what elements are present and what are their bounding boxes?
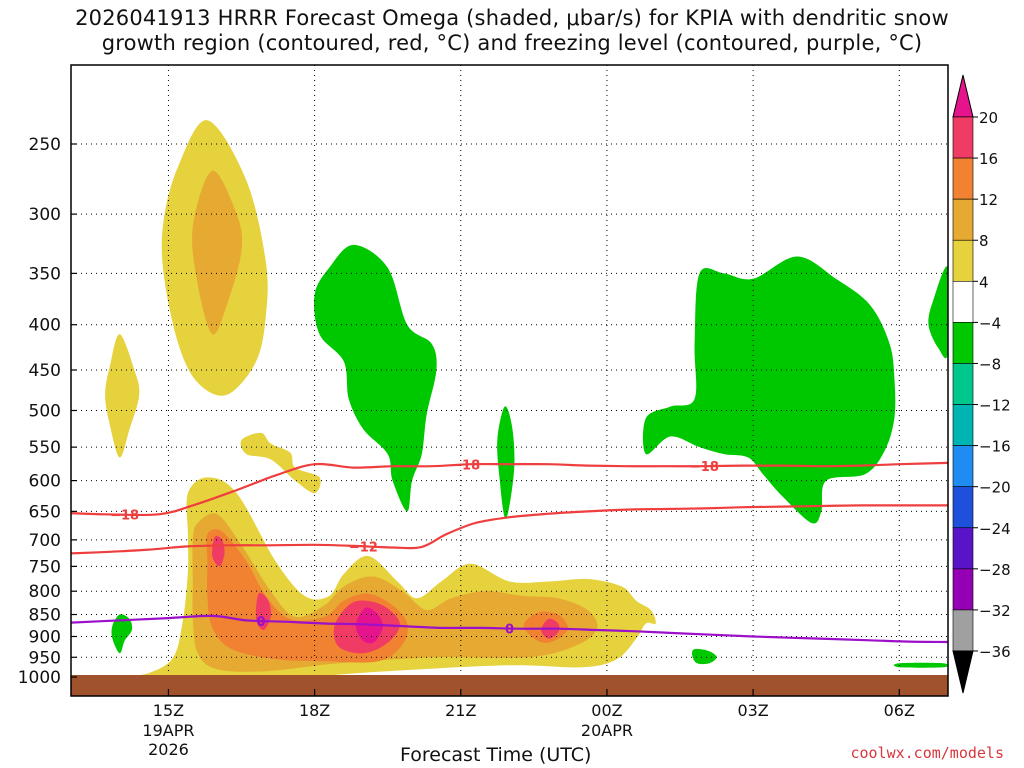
chart-title-line-1: 2026041913 HRRR Forecast Omega (shaded, … — [75, 6, 949, 30]
gridlines — [71, 65, 948, 696]
x-tick-label-15Z: 15Z — [153, 701, 184, 720]
colorbar-label-13: −36 — [979, 643, 1011, 661]
x-tick-label-03Z: 03Z — [737, 701, 768, 720]
colorbar-label-7: −12 — [979, 397, 1011, 415]
colorbar-label-1: 16 — [979, 150, 998, 168]
colorbar-band-2 — [952, 198, 974, 241]
contour-label--18-2: −18 — [690, 460, 719, 475]
colorbar-label-6: −8 — [979, 355, 1001, 373]
colorbar-top-arrow — [952, 74, 974, 118]
colorbar-band-11 — [952, 568, 974, 611]
contour-label-0-1: 0 — [505, 623, 514, 638]
omega-region--4-13 — [314, 244, 437, 512]
x-tick-sublabel-15Z-0: 19APR — [142, 721, 194, 740]
y-tick-label-300: 300 — [29, 205, 61, 225]
y-tick-label-550: 550 — [29, 438, 61, 458]
contour-label--18-0: −18 — [110, 508, 139, 523]
y-tick-label-500: 500 — [29, 402, 61, 422]
x-axis-label: Forecast Time (UTC) — [400, 744, 592, 766]
y-tick-label-750: 750 — [29, 557, 61, 577]
omega-region--4-17 — [111, 614, 133, 654]
y-tick-label-700: 700 — [29, 531, 61, 551]
omega-region--4-14 — [497, 406, 515, 519]
colorbar-label-8: −16 — [979, 438, 1011, 456]
colorbar-label-5: −4 — [979, 314, 1001, 332]
x-tick-label-18Z: 18Z — [299, 701, 330, 720]
chart-title-line-2: growth region (contoured, red, °C) and f… — [101, 31, 923, 55]
omega-region--4-19 — [893, 662, 948, 668]
omega-region--4-15 — [642, 256, 896, 524]
pressure-axis: 2503003504004505005506006507007508008509… — [18, 135, 77, 688]
plot-frame — [70, 64, 949, 697]
omega-region-16-8 — [212, 536, 225, 567]
x-tick-sublabel-00Z-0: 20APR — [581, 721, 633, 740]
y-tick-label-950: 950 — [29, 648, 61, 668]
x-tick-label-06Z: 06Z — [884, 701, 915, 720]
omega-region-8-1 — [192, 170, 243, 335]
y-tick-label-650: 650 — [29, 502, 61, 522]
contour--12 — [71, 504, 948, 555]
y-tick-label-1000: 1000 — [18, 668, 61, 688]
colorbar-band-8 — [952, 445, 974, 487]
y-tick-label-450: 450 — [29, 361, 61, 381]
colorbar-band-5 — [952, 322, 974, 364]
colorbar-label-4: 4 — [979, 273, 989, 291]
y-tick-label-800: 800 — [29, 582, 61, 602]
surface-ground — [71, 675, 948, 696]
x-tick-label-21Z: 21Z — [445, 701, 476, 720]
x-tick-label-00Z: 00Z — [591, 701, 622, 720]
colorbar-label-0: 20 — [979, 109, 998, 127]
colorbar-band-3 — [952, 239, 974, 282]
contour--18 — [71, 461, 948, 517]
colorbar-label-11: −28 — [979, 561, 1011, 579]
contour-label--12-0: −12 — [349, 540, 378, 555]
colorbar-band-4 — [952, 281, 974, 323]
contour-label-0-0: 0 — [256, 615, 265, 630]
colorbar-band-0 — [952, 116, 974, 159]
ground-layer — [71, 675, 948, 696]
y-tick-label-250: 250 — [29, 135, 61, 155]
colorbar: 20 16 12 8 4 −4 −8 −12 −16 −20 −24 −28 −32 −36 — [952, 74, 1011, 694]
colorbar-label-9: −20 — [979, 479, 1011, 497]
credit-text: coolwx.com/models — [850, 744, 1004, 762]
omega-region--4-18 — [692, 648, 717, 665]
omega-region--4-16 — [928, 266, 948, 359]
colorbar-label-12: −32 — [979, 602, 1011, 620]
y-tick-label-350: 350 — [29, 264, 61, 284]
colorbar-band-7 — [952, 404, 974, 446]
omega-shading-layer — [105, 120, 948, 680]
colorbar-band-10 — [952, 527, 974, 570]
colorbar-band-9 — [952, 486, 974, 529]
omega-region-4-3 — [240, 432, 321, 494]
contour-0 — [71, 614, 948, 644]
y-tick-label-400: 400 — [29, 316, 61, 336]
x-tick-sublabel-15Z-1: 2026 — [148, 740, 189, 759]
y-tick-label-900: 900 — [29, 627, 61, 647]
omega-region-4-2 — [105, 334, 140, 458]
colorbar-label-2: 12 — [979, 191, 998, 209]
y-tick-label-600: 600 — [29, 472, 61, 492]
colorbar-bottom-arrow — [952, 650, 974, 694]
colorbar-band-6 — [952, 363, 974, 405]
y-tick-label-850: 850 — [29, 606, 61, 626]
contour-label--18-1: −18 — [451, 458, 480, 473]
colorbar-band-1 — [952, 157, 974, 200]
contour-layer: −18 −18 −18 −12 0 0 — [71, 458, 948, 644]
colorbar-label-10: −24 — [979, 520, 1011, 538]
colorbar-label-3: 8 — [979, 232, 989, 250]
colorbar-band-12 — [952, 609, 974, 652]
